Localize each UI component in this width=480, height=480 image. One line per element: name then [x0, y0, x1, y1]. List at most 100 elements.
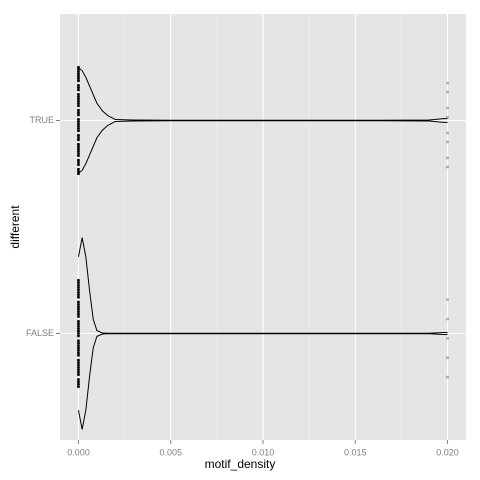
jitter-point — [77, 142, 80, 146]
jitter-point — [77, 286, 80, 289]
jitter-point — [446, 131, 449, 135]
jitter-point — [77, 327, 80, 331]
jitter-point — [446, 336, 449, 340]
jitter-point — [446, 106, 449, 110]
jitter-point — [77, 111, 80, 114]
jitter-point — [446, 115, 449, 119]
jitter-point — [77, 170, 80, 173]
jitter-point — [77, 83, 80, 87]
jitter-point — [77, 147, 80, 151]
jitter-point — [77, 351, 80, 355]
jitter-point — [77, 65, 80, 69]
jitter-point — [77, 339, 80, 343]
x-tick-label: 0.005 — [159, 447, 182, 457]
jitter-point — [77, 95, 80, 99]
jitter-point — [77, 145, 80, 148]
jitter-point — [77, 322, 80, 326]
jitter-point — [77, 380, 80, 384]
jitter-point — [446, 140, 449, 144]
jitter-point — [77, 315, 80, 318]
jitter-point — [77, 124, 80, 128]
jitter-point — [446, 165, 449, 169]
jitter-point — [77, 378, 80, 381]
jitter-point — [446, 298, 449, 302]
y-tick-label: TRUE — [30, 115, 55, 125]
jitter-point — [77, 346, 80, 350]
jitter-point — [77, 290, 80, 294]
jitter-point — [77, 295, 80, 299]
jitter-point — [77, 104, 80, 108]
jitter-point — [77, 332, 80, 335]
jitter-point — [77, 373, 80, 377]
jitter-point — [77, 88, 80, 92]
jitter-point — [446, 356, 449, 360]
jitter-point — [77, 113, 80, 117]
jitter-point — [446, 375, 449, 379]
jitter-point — [77, 133, 80, 137]
jitter-point — [77, 102, 80, 105]
jitter-point — [77, 120, 80, 124]
jitter-point — [77, 341, 80, 345]
violin-outline — [78, 67, 448, 121]
x-tick-label: 0.015 — [344, 447, 367, 457]
y-axis-label: different — [8, 205, 22, 249]
jitter-point — [77, 122, 80, 126]
jitter-point — [446, 81, 449, 85]
jitter-point — [77, 68, 80, 71]
jitter-point — [77, 77, 80, 80]
jitter-point — [77, 127, 80, 130]
jitter-point — [77, 108, 80, 112]
jitter-point — [446, 156, 449, 160]
jitter-point — [77, 385, 80, 389]
y-tick-label: FALSE — [26, 328, 54, 338]
jitter-point — [77, 97, 80, 101]
jitter-point — [77, 310, 80, 314]
jitter-point — [77, 163, 80, 167]
jitter-point — [77, 149, 80, 153]
jitter-point — [77, 136, 80, 139]
jitter-point — [77, 79, 80, 83]
jitter-point — [77, 86, 80, 90]
x-axis-label: motif_density — [205, 457, 276, 471]
jitter-point — [77, 329, 80, 333]
jitter-point — [77, 117, 80, 121]
jitter-point — [446, 317, 449, 321]
jitter-point — [77, 300, 80, 304]
jitter-point — [77, 129, 80, 133]
jitter-point — [77, 283, 80, 287]
jitter-point — [77, 138, 80, 142]
jitter-point — [446, 90, 449, 94]
jitter-point — [77, 334, 80, 338]
x-tick-label: 0.020 — [436, 447, 459, 457]
jitter-point — [77, 370, 80, 374]
jitter-point — [77, 319, 80, 323]
jitter-point — [77, 344, 80, 348]
jitter-point — [77, 361, 80, 364]
jitter-point — [77, 324, 80, 328]
jitter-point — [77, 305, 80, 309]
jitter-point — [77, 161, 80, 164]
x-tick-label: 0.010 — [252, 447, 275, 457]
jitter-point — [77, 368, 80, 372]
jitter-point — [77, 312, 80, 316]
jitter-point — [77, 151, 80, 155]
jitter-point — [77, 293, 80, 297]
jitter-point — [77, 363, 80, 367]
jitter-point — [77, 158, 80, 162]
jitter-point — [77, 288, 80, 292]
jitter-point — [77, 303, 80, 306]
jitter-point — [77, 74, 80, 78]
jitter-point — [77, 167, 80, 171]
x-tick-label: 0.000 — [67, 447, 90, 457]
jitter-point — [77, 349, 80, 352]
jitter-point — [77, 307, 80, 311]
jitter-point — [77, 93, 80, 96]
jitter-point — [77, 278, 80, 282]
jitter-point — [77, 382, 80, 386]
jitter-point — [77, 72, 80, 76]
jitter-point — [77, 281, 80, 285]
jitter-point — [77, 154, 80, 158]
jitter-point — [77, 99, 80, 103]
violin-outline — [78, 120, 448, 174]
